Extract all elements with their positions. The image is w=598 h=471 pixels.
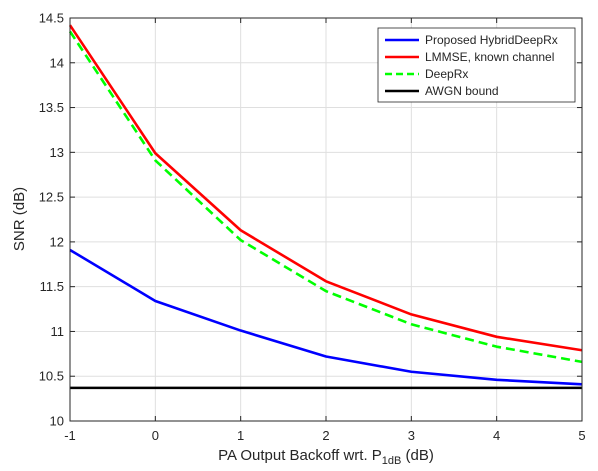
x-tick-label: 4	[493, 428, 500, 443]
x-tick-label: 1	[237, 428, 244, 443]
y-axis-ticks: 10 10.5 11 11.5 12 12.5 13 13.5 14 14.5	[39, 11, 582, 429]
y-tick-label: 10	[50, 414, 64, 429]
y-tick-label: 13	[50, 145, 64, 160]
series-line-1	[68, 24, 583, 352]
series-line-0	[69, 248, 583, 386]
y-tick-label: 11	[51, 324, 65, 339]
x-axis-ticks: -1 0 1 2 3 4 5	[64, 18, 586, 443]
legend-entry-0: Proposed HybridDeepRx	[425, 33, 558, 47]
y-tick-label: 13.5	[39, 100, 64, 115]
series-line-2	[68, 30, 583, 364]
legend-entry-2: DeepRx	[425, 67, 468, 81]
x-tick-label: 2	[322, 428, 329, 443]
x-tick-label: 0	[152, 428, 159, 443]
legend: Proposed HybridDeepRx LMMSE, known channe…	[377, 27, 576, 103]
x-tick-label: 5	[578, 428, 585, 443]
y-tick-label: 11.5	[40, 279, 64, 294]
x-tick-label: 3	[408, 428, 415, 443]
series-lines	[68, 24, 583, 390]
x-tick-label: -1	[64, 428, 76, 443]
x-axis-label: PA Output Backoff wrt. P1dB (dB)	[218, 447, 434, 467]
y-tick-label: 12.5	[39, 190, 64, 205]
y-tick-label: 12	[50, 234, 64, 249]
y-tick-label: 14	[50, 55, 64, 70]
y-tick-label: 10.5	[39, 369, 64, 384]
y-tick-label: 14.5	[39, 11, 64, 26]
legend-entry-3: AWGN bound	[425, 84, 499, 98]
y-axis-label: SNR (dB)	[11, 187, 28, 251]
legend-entry-1: LMMSE, known channel	[425, 50, 554, 64]
